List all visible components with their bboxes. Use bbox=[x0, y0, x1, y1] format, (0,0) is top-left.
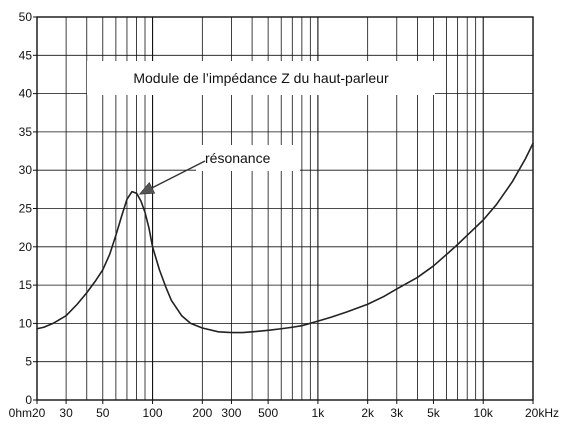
y-tick-label: 25 bbox=[19, 202, 33, 216]
x-tick-label: 300 bbox=[221, 406, 241, 420]
x-tick-label: 200 bbox=[192, 406, 212, 420]
y-tick-label: 40 bbox=[19, 87, 33, 101]
annotation-arrow-line bbox=[151, 160, 206, 189]
chart-title-text: Module de l’impédance Z du haut-parleur bbox=[133, 70, 389, 86]
y-tick-label: 15 bbox=[19, 278, 33, 292]
series-layer bbox=[36, 142, 534, 334]
x-tick-label: 10k bbox=[474, 406, 494, 420]
impedance-curve bbox=[36, 142, 534, 334]
y-tick-label: 0 bbox=[25, 393, 32, 407]
y-tick-label: 20 bbox=[19, 240, 33, 254]
plot-frame bbox=[36, 16, 534, 401]
annotations: Module de l’impédance Z du haut-parleur r… bbox=[87, 61, 435, 195]
annotation-label-box bbox=[196, 145, 300, 171]
x-tick-label: 5k bbox=[427, 406, 441, 420]
y-tick-label: 45 bbox=[19, 48, 33, 62]
annotation-label: résonance bbox=[205, 150, 271, 166]
annotation: résonance bbox=[138, 145, 300, 195]
y-tick-label: 35 bbox=[19, 125, 33, 139]
y-tick-label: 10 bbox=[19, 316, 33, 330]
y-tick-label: 5 bbox=[25, 355, 32, 369]
x-tick-label: 3k bbox=[390, 406, 404, 420]
x-tick-label: 100 bbox=[143, 406, 163, 420]
x-tick-label: 1k bbox=[312, 406, 326, 420]
x-tick-label: 20kHz bbox=[525, 406, 559, 420]
y-tick-label: 30 bbox=[19, 163, 33, 177]
chart-title: Module de l’impédance Z du haut-parleur bbox=[87, 61, 435, 95]
x-tick-label: 2k bbox=[361, 406, 375, 420]
x-tick-label: 0hm20 bbox=[9, 406, 46, 420]
x-tick-label: 30 bbox=[59, 406, 73, 420]
tick-labels: 0 5 10 15 20 25 30 35 40 45 50 0hm20 30 50 100 200 300 50… bbox=[9, 10, 559, 420]
axes bbox=[33, 16, 534, 404]
x-tick-label: 50 bbox=[96, 406, 110, 420]
y-tick-label: 50 bbox=[19, 10, 33, 24]
x-tick-label: 500 bbox=[258, 406, 278, 420]
annotation-arrowhead bbox=[138, 181, 156, 195]
chart-title-box bbox=[87, 61, 435, 95]
